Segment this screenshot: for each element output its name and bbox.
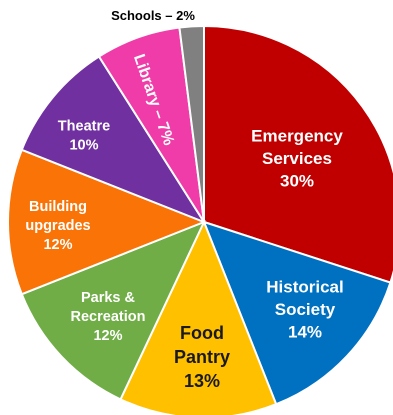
slice-name-label: Schools – 2% <box>111 8 195 23</box>
slice-value-label: 10% <box>69 137 98 153</box>
slice-value-label: 13% <box>184 371 220 391</box>
slice-label-emergency-services: Emergency Services 30% <box>251 127 343 191</box>
slice-name-label: Recreation <box>71 309 146 325</box>
slice-label-parks-and-recreation: Parks & Recreation 12% <box>71 290 146 344</box>
slice-value-label: 14% <box>288 323 322 342</box>
slice-value-label: 30% <box>280 172 314 191</box>
labels-layer: Emergency Services 30% Historical Society 14%… <box>25 8 343 390</box>
slice-name-label: Services <box>262 149 332 168</box>
slice-name-label: upgrades <box>25 218 90 234</box>
slice-value-label: 12% <box>93 328 122 344</box>
slice-label-schools: Schools – 2% <box>111 8 195 23</box>
slice-name-label: Parks & <box>81 290 136 306</box>
pie-slice-building-upgrades <box>7 148 207 296</box>
slice-name-label: Emergency <box>251 127 343 146</box>
slice-name-label: Food <box>180 323 224 343</box>
slice-name-label: Historical <box>266 278 343 297</box>
pie-slice-food-pantry <box>119 219 278 415</box>
slice-label-historical-society: Historical Society 14% <box>266 278 343 342</box>
slice-label-food-pantry: Food Pantry 13% <box>174 323 230 391</box>
pie-slice-theatre <box>20 55 207 225</box>
pie-slice-schools <box>178 24 205 223</box>
pie-slice-historical-society <box>202 220 392 406</box>
slice-label-theatre: Theatre 10% <box>58 118 110 153</box>
slice-name-label: Pantry <box>174 347 230 367</box>
slices-layer <box>7 24 393 415</box>
pie-slice-parks-and-recreation <box>20 220 206 401</box>
slice-name-label: Building <box>29 199 87 215</box>
slice-value-label: 12% <box>43 237 72 253</box>
slice-label-building-upgrades: Building upgrades 12% <box>25 199 90 253</box>
slice-name-label: Theatre <box>58 118 110 134</box>
pie-slice-emergency-services <box>203 24 393 284</box>
slice-name-label: Society <box>275 300 336 319</box>
